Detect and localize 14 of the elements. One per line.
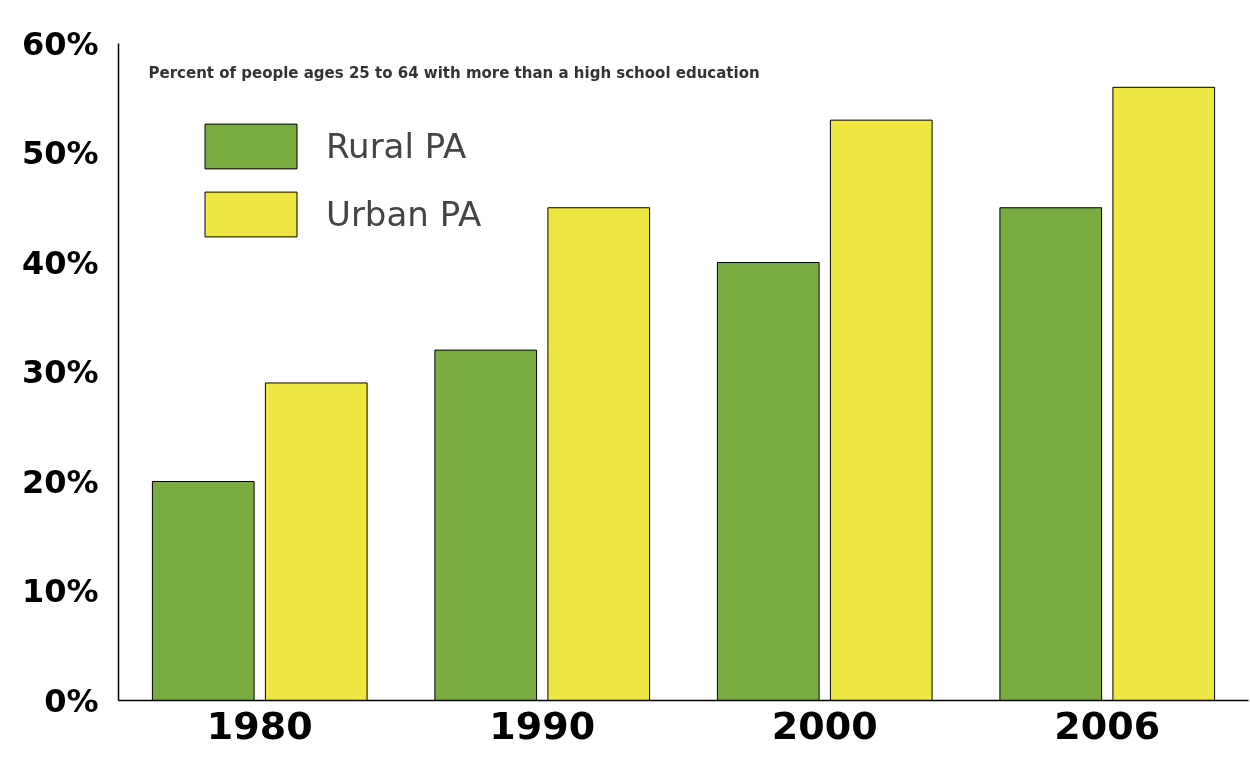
x-tick-label: 1980: [206, 703, 313, 748]
x-tick-label: 2006: [1054, 703, 1161, 748]
y-tick-label: 10%: [21, 572, 99, 610]
annotation: Percent of people ages 25 to 64 with more than a high school education: [148, 63, 760, 82]
y-tick-label: 20%: [21, 462, 99, 501]
legend-label: Rural PA: [326, 126, 467, 166]
legend-label: Urban PA: [326, 194, 482, 234]
x-tick-label: 1990: [489, 703, 596, 748]
x-tick-label: 2000: [771, 703, 878, 748]
y-tick-label: 40%: [21, 243, 99, 282]
y-tick-label: 30%: [21, 353, 99, 391]
y-tick-label: 60%: [21, 24, 99, 63]
y-tick-label: 50%: [21, 134, 99, 172]
y-tick-label: 0%: [44, 681, 99, 720]
